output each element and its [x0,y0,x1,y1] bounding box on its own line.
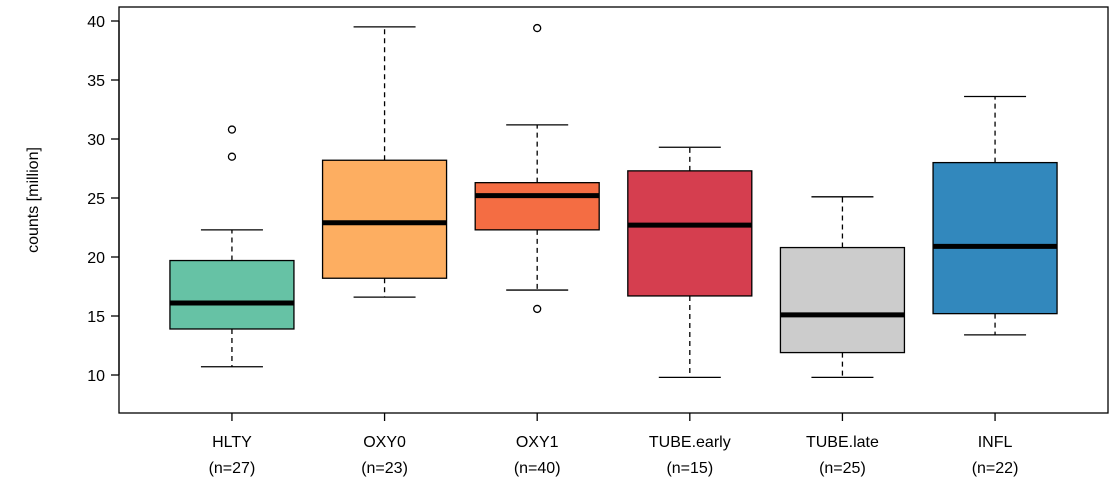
x-tick-count-label: (n=27) [209,460,256,477]
y-axis: 10 15 20 25 30 35 40 [87,14,120,385]
outlier-point [227,125,237,134]
iqr-box [627,170,753,297]
y-tick-label: 40 [87,14,105,31]
y-axis-label: counts [million] [25,147,42,253]
x-tick-label: TUBE.late [806,434,879,451]
y-tick-label: 35 [87,73,105,90]
x-tick-label: INFL [978,434,1013,451]
y-tick-label: 30 [87,132,105,149]
box-group-oxy1 [474,23,600,314]
x-tick-label: TUBE.early [649,434,731,451]
iqr-box [932,161,1058,315]
x-tick-count-label: (n=15) [666,460,713,477]
outlier-point [533,304,542,314]
y-tick-label: 25 [87,191,105,208]
y-tick-label: 20 [87,250,105,267]
box-group-oxy0 [321,26,448,298]
boxes-layer [169,23,1058,379]
box-group-tube-late [779,196,906,379]
y-tick-label: 10 [87,368,105,385]
iqr-box [474,182,600,231]
outlier-point [533,23,542,33]
x-tick-count-label: (n=23) [361,460,408,477]
box-group-infl [932,95,1058,336]
y-tick-label: 15 [87,309,105,326]
x-tick-label: OXY0 [363,434,406,451]
x-tick-label: HLTY [212,434,252,451]
x-axis-labels: HLTY (n=27) OXY0 (n=23) OXY1 (n=40) TUBE.early… [209,413,1019,477]
x-tick-count-label: (n=25) [819,460,866,477]
box-group-tube-early [627,146,753,379]
x-tick-count-label: (n=40) [514,460,561,477]
iqr-box [321,159,448,279]
outlier-point [227,152,237,161]
box-group-hlty [169,125,295,368]
iqr-box [779,246,906,354]
x-tick-label: OXY1 [516,434,559,451]
iqr-box [169,259,295,330]
x-tick-count-label: (n=22) [972,460,1019,477]
